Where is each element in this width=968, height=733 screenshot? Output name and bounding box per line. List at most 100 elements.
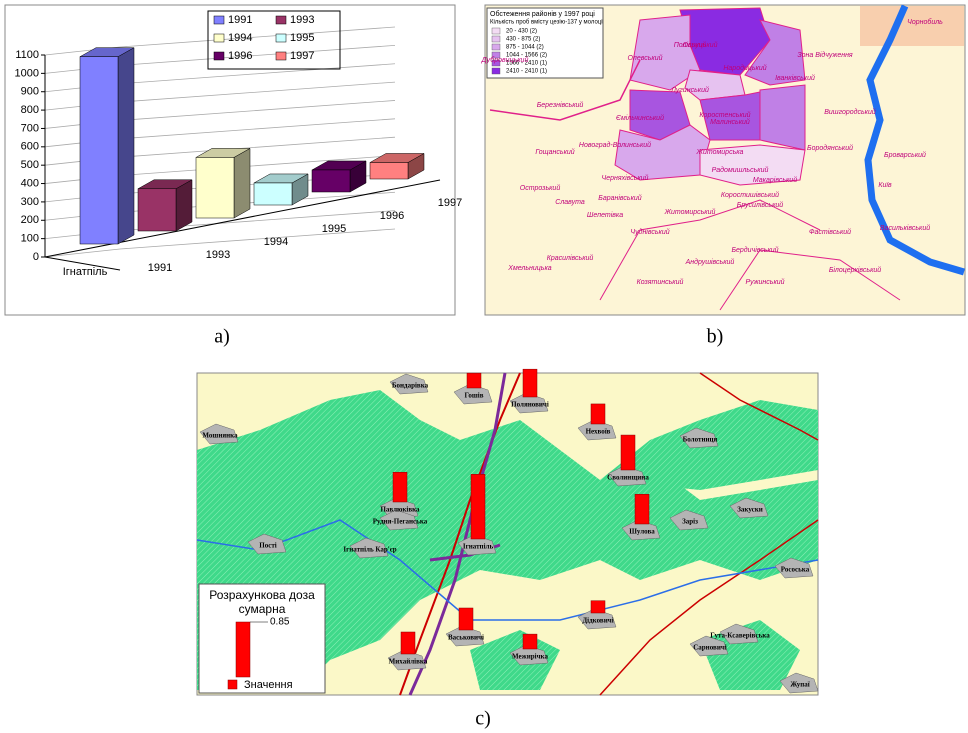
dose-bar: [401, 632, 415, 654]
place-label: Білоцерківський: [829, 266, 881, 274]
y-tick-label: 500: [21, 159, 39, 171]
bar-side: [234, 148, 250, 218]
place-label: Васильківський: [880, 224, 930, 232]
depth-label: 1991: [148, 262, 172, 274]
depth-label: 1994: [264, 236, 288, 248]
place-label: Шулова: [629, 528, 655, 536]
map-b-subtitle: Кількість проб вмісту цезію-137 у молоці: [490, 20, 603, 26]
y-tick-label: 200: [21, 214, 39, 226]
legend-swatch: [492, 28, 500, 34]
place-label: Павлюківка: [380, 506, 420, 514]
place-label: Зона Відчуження: [797, 51, 853, 59]
bar: [370, 162, 408, 179]
bar: [254, 183, 292, 205]
y-tick-label: 0: [33, 251, 39, 263]
place-label: Іванківський: [775, 74, 815, 82]
dose-bar: [591, 601, 605, 613]
x-tick-label: Ігнатпіль: [63, 266, 108, 278]
place-label: Гута-Ксаверівська: [710, 632, 770, 640]
depth-label: 1997: [438, 197, 462, 209]
place-label: Житомирська: [696, 149, 744, 156]
place-label: Коростишівський: [721, 191, 779, 199]
legend-label: 1996: [228, 50, 252, 62]
panel-label: c): [475, 708, 491, 730]
place-label: Олевський: [628, 54, 663, 62]
y-tick-label: 1000: [15, 67, 39, 79]
y-tick-label: 700: [21, 122, 39, 134]
page: Обстеження районів у 1997 році Кількість…: [0, 0, 968, 733]
panel-label: b): [707, 326, 724, 348]
place-label: Красилівський: [547, 254, 594, 262]
place-label: Вишгородський: [824, 108, 876, 116]
place-label: Ємільчинський: [616, 114, 664, 122]
place-label: Сарновичі: [693, 644, 727, 652]
place-label: Рудня-Пеганська: [373, 518, 428, 526]
place-label: Мошнянка: [202, 432, 238, 440]
legend-swatch: [276, 52, 286, 60]
place-label: Шепетівка: [587, 211, 623, 219]
place-label: Ігнатпіль Кар'єр: [343, 546, 396, 554]
figure: Обстеження районів у 1997 році Кількість…: [0, 0, 968, 733]
legend-label: 1997: [290, 50, 314, 62]
y-tick-label: 100: [21, 233, 39, 245]
legend-bar: [236, 622, 250, 677]
place-label: Чорнобиль: [907, 18, 943, 26]
legend-label: 1995: [290, 32, 314, 44]
place-label: Бородянський: [807, 144, 853, 152]
map-b-title: Обстеження районів у 1997 році: [490, 10, 595, 18]
legend-label: 1994: [228, 32, 252, 44]
place-label: Дубровицький: [481, 56, 529, 64]
regions: [615, 8, 805, 185]
dose-bar: [635, 494, 649, 524]
place-label: Пості: [259, 542, 276, 550]
place-label: Жупаї: [790, 681, 809, 689]
place-label: Лугинський: [670, 86, 709, 94]
place-label: Березнівський: [537, 101, 584, 109]
legend-swatch: [276, 34, 286, 42]
bar: [80, 57, 118, 244]
place-label: Славута: [555, 199, 585, 206]
place-label: Бердичівський: [731, 246, 778, 254]
place-label: Житомирський: [664, 208, 716, 216]
dose-bar: [459, 608, 473, 630]
place-label: Рососька: [781, 566, 810, 574]
place-label: Гошів: [465, 392, 484, 400]
bar-side: [118, 48, 134, 244]
dose-bar: [471, 474, 485, 539]
place-label: Фастівський: [809, 228, 851, 236]
y-tick-label: 900: [21, 86, 39, 98]
bar: [312, 170, 350, 192]
legend-swatch: [492, 44, 500, 50]
dose-bar: [621, 435, 635, 470]
place-label: Поліський: [674, 41, 707, 49]
place-label: Андрушівський: [685, 258, 735, 266]
y-tick-label: 1100: [15, 49, 39, 61]
legend-scale-label: 0.85: [270, 617, 290, 628]
place-label: Васьковичі: [448, 634, 484, 642]
legend-swatch: [214, 34, 224, 42]
place-label: Гощанський: [535, 148, 574, 156]
place-label: Брусилівський: [737, 201, 783, 209]
place-label: Малинський: [710, 118, 750, 126]
bar: [196, 157, 234, 218]
legend-title: Розрахункова доза сумарна: [200, 588, 324, 616]
map-b-legend: [487, 8, 603, 78]
place-label: Київ: [878, 182, 892, 189]
place-label: Межирічка: [512, 653, 548, 661]
dose-bar: [393, 472, 407, 502]
legend-label: 1991: [228, 14, 252, 26]
legend-swatch: [492, 36, 500, 42]
place-label: Броварський: [884, 151, 926, 159]
bar: [138, 189, 176, 231]
place-label: Козятинський: [637, 278, 684, 286]
y-tick-label: 400: [21, 177, 39, 189]
place-label: Закуски: [737, 506, 763, 514]
legend-swatch: [492, 68, 500, 74]
legend-entry: Значення: [244, 679, 293, 691]
panel-label: a): [214, 326, 230, 348]
place-label: Заріз: [682, 518, 698, 526]
depth-label: 1995: [322, 223, 346, 235]
place-label: Макарівський: [753, 176, 797, 184]
place-label: Дідковичі: [582, 617, 613, 625]
place-label: Черняхівський: [602, 174, 649, 182]
